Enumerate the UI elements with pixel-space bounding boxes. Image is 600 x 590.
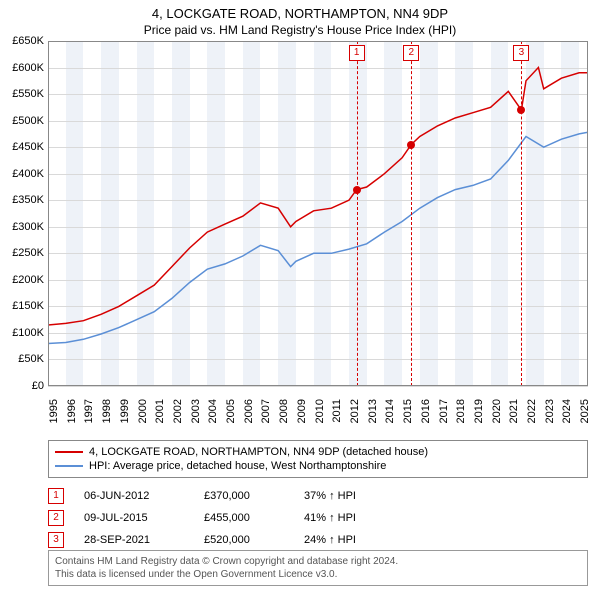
x-tick-label: 2002 (172, 399, 184, 423)
transaction-marker-dot (517, 106, 525, 114)
y-tick-label: £300K (12, 221, 44, 233)
y-tick-label: £50K (18, 353, 44, 365)
transaction-row: 1 06-JUN-2012 £370,000 37% ↑ HPI (48, 485, 588, 507)
x-tick-label: 1998 (101, 399, 113, 423)
transaction-index: 3 (48, 532, 64, 548)
y-tick-label: £450K (12, 141, 44, 153)
x-tick-label: 2011 (331, 399, 343, 423)
y-axis: £0£50K£100K£150K£200K£250K£300K£350K£400… (0, 41, 46, 386)
x-tick-label: 2021 (508, 399, 520, 423)
transaction-marker-dot (407, 141, 415, 149)
x-tick-label: 2000 (137, 399, 149, 423)
x-tick-label: 2020 (491, 399, 503, 423)
chart-container: 4, LOCKGATE ROAD, NORTHAMPTON, NN4 9DP P… (0, 0, 600, 590)
legend-item: HPI: Average price, detached house, West… (55, 459, 581, 473)
legend-item: 4, LOCKGATE ROAD, NORTHAMPTON, NN4 9DP (… (55, 445, 581, 459)
y-tick-label: £400K (12, 168, 44, 180)
legend: 4, LOCKGATE ROAD, NORTHAMPTON, NN4 9DP (… (48, 440, 588, 478)
footer-line-1: Contains HM Land Registry data © Crown c… (55, 555, 581, 568)
x-axis: 1995 1996 1997 1998 1999 2000 2001 2002 2003 2004… (48, 395, 588, 435)
chart-subtitle: Price paid vs. HM Land Registry's House … (0, 21, 600, 41)
transaction-pct: 37% ↑ HPI (304, 490, 404, 502)
x-tick-label: 2008 (278, 399, 290, 423)
y-tick-label: £250K (12, 247, 44, 259)
transaction-date: 06-JUN-2012 (84, 490, 184, 502)
legend-swatch (55, 451, 83, 453)
y-tick-label: £600K (12, 62, 44, 74)
x-tick-label: 2017 (438, 399, 450, 423)
plot-area: 123 £0£50K£100K£150K£200K£250K£300K£350K… (48, 41, 588, 386)
y-tick-label: £550K (12, 88, 44, 100)
x-tick-label: 2022 (526, 399, 538, 423)
x-tick-label: 1995 (48, 399, 60, 423)
transaction-index: 1 (48, 488, 64, 504)
x-tick-label: 2023 (544, 399, 556, 423)
x-tick-label: 2009 (296, 399, 308, 423)
transaction-date: 09-JUL-2015 (84, 512, 184, 524)
footer-line-2: This data is licensed under the Open Gov… (55, 568, 581, 581)
x-tick-label: 2001 (154, 399, 166, 423)
y-tick-label: £100K (12, 327, 44, 339)
y-tick-label: £0 (32, 380, 44, 392)
transaction-marker-line (521, 41, 522, 386)
legend-label: HPI: Average price, detached house, West… (89, 460, 386, 472)
transaction-price: £370,000 (204, 490, 284, 502)
x-tick-label: 2013 (367, 399, 379, 423)
x-tick-label: 2005 (225, 399, 237, 423)
x-tick-label: 2018 (455, 399, 467, 423)
x-tick-label: 2012 (349, 399, 361, 423)
transaction-marker-index: 2 (403, 45, 419, 61)
transaction-row: 2 09-JUL-2015 £455,000 41% ↑ HPI (48, 507, 588, 529)
transaction-marker-index: 3 (513, 45, 529, 61)
x-tick-label: 2024 (561, 399, 573, 423)
transaction-date: 28-SEP-2021 (84, 534, 184, 546)
x-tick-label: 2019 (473, 399, 485, 423)
chart-title: 4, LOCKGATE ROAD, NORTHAMPTON, NN4 9DP (0, 0, 600, 21)
x-tick-label: 1997 (83, 399, 95, 423)
x-tick-label: 2006 (243, 399, 255, 423)
y-tick-label: £650K (12, 35, 44, 47)
x-tick-label: 2010 (314, 399, 326, 423)
transaction-index: 2 (48, 510, 64, 526)
x-tick-label: 2003 (190, 399, 202, 423)
transaction-marker-dot (353, 186, 361, 194)
legend-swatch (55, 465, 83, 467)
x-tick-label: 1996 (66, 399, 78, 423)
y-tick-label: £350K (12, 194, 44, 206)
transaction-price: £520,000 (204, 534, 284, 546)
transaction-marker-line (411, 41, 412, 386)
x-tick-label: 2007 (260, 399, 272, 423)
transaction-price: £455,000 (204, 512, 284, 524)
transaction-pct: 24% ↑ HPI (304, 534, 404, 546)
transaction-row: 3 28-SEP-2021 £520,000 24% ↑ HPI (48, 529, 588, 551)
y-tick-label: £500K (12, 115, 44, 127)
x-tick-label: 2015 (402, 399, 414, 423)
y-tick-label: £200K (12, 274, 44, 286)
x-tick-label: 2016 (420, 399, 432, 423)
x-tick-label: 2004 (207, 399, 219, 423)
transactions-table: 1 06-JUN-2012 £370,000 37% ↑ HPI 2 09-JUL-201… (48, 485, 588, 551)
x-tick-label: 2025 (579, 399, 591, 423)
x-tick-label: 2014 (384, 399, 396, 423)
y-tick-label: £150K (12, 300, 44, 312)
transaction-pct: 41% ↑ HPI (304, 512, 404, 524)
x-tick-label: 1999 (119, 399, 131, 423)
legend-label: 4, LOCKGATE ROAD, NORTHAMPTON, NN4 9DP (… (89, 446, 428, 458)
footer-attribution: Contains HM Land Registry data © Crown c… (48, 550, 588, 586)
transaction-marker-line (357, 41, 358, 386)
transaction-marker-index: 1 (349, 45, 365, 61)
